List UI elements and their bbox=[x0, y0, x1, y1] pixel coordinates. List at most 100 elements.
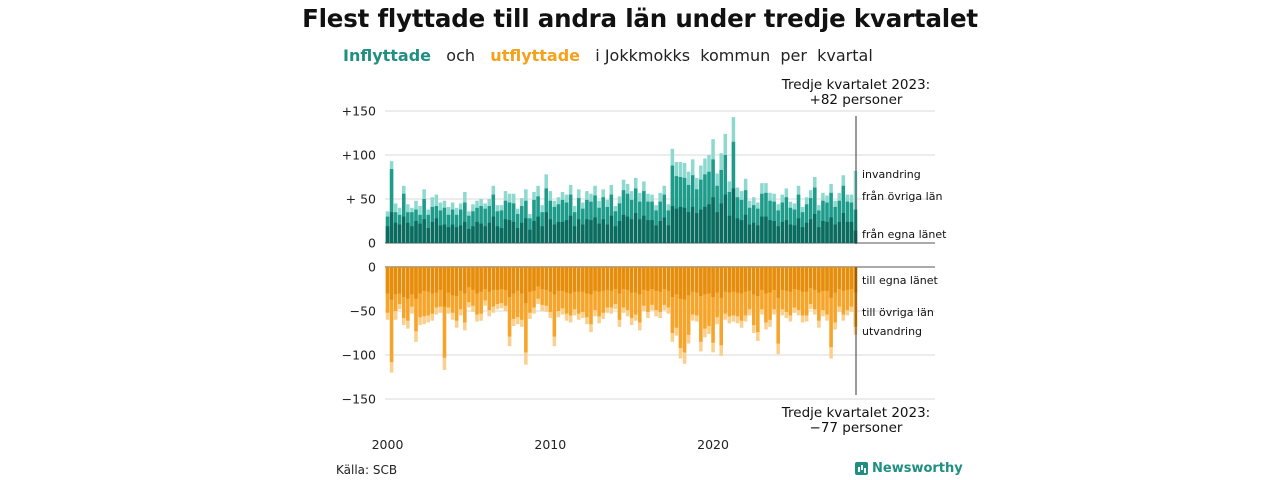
inflow-bar-own-county bbox=[548, 219, 553, 243]
outflow-bar-own-county bbox=[397, 267, 402, 294]
inflow-bar-own-county bbox=[804, 222, 809, 243]
inflow-bar-own-county bbox=[837, 221, 841, 243]
outflow-bar-own-county bbox=[662, 267, 666, 289]
x-tick-label: 2020 bbox=[697, 437, 729, 452]
outflow-bar-own-county bbox=[446, 267, 451, 293]
inflow-bar-other-counties bbox=[817, 210, 821, 243]
inflow-bar-own-county bbox=[503, 219, 508, 243]
outflow-bar-own-county bbox=[389, 267, 394, 300]
source-note: Källa: SCB bbox=[336, 463, 398, 477]
inflow-bar-own-county bbox=[727, 215, 732, 243]
inflow-bar-own-county bbox=[467, 228, 471, 243]
outflow-bar-own-county bbox=[556, 267, 561, 291]
inflow-bar-own-county bbox=[617, 221, 622, 243]
outflow-bar-other-counties bbox=[552, 267, 557, 337]
y-tick-label: −50 bbox=[350, 304, 376, 319]
inflow-bar-own-county bbox=[483, 226, 487, 243]
inflow-bar-own-county bbox=[776, 226, 780, 243]
outflow-bar-own-county bbox=[463, 267, 467, 294]
outflow-bar-other-counties bbox=[524, 267, 528, 353]
outflow-bar-other-counties bbox=[768, 267, 772, 320]
outflow-bar-own-county bbox=[699, 267, 703, 297]
outflow-bar-own-county bbox=[438, 267, 443, 290]
outflow-bar-own-county bbox=[678, 267, 683, 299]
inflow-bar-own-county bbox=[666, 225, 671, 243]
inflow-bar-own-county bbox=[686, 212, 691, 243]
outflow-bar-own-county bbox=[552, 267, 557, 295]
inflow-bar-own-county bbox=[739, 220, 744, 243]
inflow-bar-own-county bbox=[642, 215, 646, 243]
subtitle-inflow-label: Inflyttade bbox=[343, 46, 432, 65]
outflow-bar-own-county bbox=[821, 267, 825, 291]
outflow-bar-own-county bbox=[479, 267, 483, 292]
inflow-bar-own-county bbox=[524, 218, 528, 243]
inflow-bar-own-county bbox=[589, 220, 593, 243]
outflow-bar-own-county bbox=[544, 267, 548, 290]
inflow-bar-own-county bbox=[487, 222, 491, 243]
subtitle-rest: i Jokkmokks kommun per kvartal bbox=[595, 46, 873, 65]
inflow-bar-own-county bbox=[670, 206, 675, 243]
outflow-bar-own-county bbox=[817, 267, 821, 293]
outflow-bar-own-county bbox=[792, 267, 797, 289]
outflow-bar-own-county bbox=[540, 267, 544, 289]
outflow-bar-other-counties bbox=[703, 267, 707, 329]
outflow-bar-other-counties bbox=[515, 267, 520, 318]
outflow-bar-own-county bbox=[589, 267, 593, 295]
inflow-bar-own-county bbox=[426, 228, 430, 243]
outflow-bar-own-county bbox=[568, 267, 573, 294]
inflow-series-label: från övriga län bbox=[862, 190, 942, 203]
inflow-bar-own-county bbox=[564, 220, 569, 243]
inflow-bar-own-county bbox=[540, 226, 544, 243]
outflow-bar-own-county bbox=[674, 267, 679, 295]
outflow-bar-own-county bbox=[450, 267, 455, 296]
outflow-bar-other-counties bbox=[389, 267, 394, 363]
inflow-bar-own-county bbox=[833, 224, 837, 243]
outflow-bar-own-county bbox=[829, 267, 833, 298]
outflow-bar-own-county bbox=[747, 267, 752, 291]
outflow-bar-own-county bbox=[499, 267, 504, 289]
inflow-bar-own-county bbox=[450, 224, 455, 243]
outflow-bar-own-county bbox=[410, 267, 414, 295]
outflow-bar-own-county bbox=[707, 267, 711, 294]
inflow-bar-own-county bbox=[756, 225, 760, 243]
outflow-bar-own-county bbox=[760, 267, 764, 290]
outflow-bar-own-county bbox=[507, 267, 512, 297]
outflow-series-label: till egna länet bbox=[862, 274, 938, 287]
inflow-bar-own-county bbox=[577, 219, 581, 243]
outflow-bar-own-county bbox=[520, 267, 524, 294]
inflow-bar-own-county bbox=[829, 217, 833, 243]
outflow-bar-other-counties bbox=[756, 267, 760, 333]
outflow-bar-own-county bbox=[756, 267, 760, 297]
outflow-bar-own-county bbox=[633, 267, 638, 293]
inflow-bar-own-county bbox=[609, 215, 614, 243]
inflow-bar-own-county bbox=[528, 229, 532, 243]
outflow-bar-own-county bbox=[841, 267, 846, 291]
outflow-bar-own-county bbox=[430, 267, 435, 294]
outflow-bar-own-county bbox=[605, 267, 610, 290]
outflow-bar-own-county bbox=[768, 267, 772, 293]
inflow-bar-own-county bbox=[747, 224, 752, 243]
inflow-bar-own-county bbox=[515, 228, 520, 243]
outflow-bar-own-county bbox=[776, 267, 780, 298]
inflow-bar-own-county bbox=[788, 224, 793, 243]
outflow-bar-own-county bbox=[752, 267, 756, 295]
outflow-bar-own-county bbox=[731, 267, 736, 292]
inflow-bar-own-county bbox=[690, 206, 695, 243]
outflow-bar-own-county bbox=[511, 267, 516, 294]
subtitle-outflow-label: utflyttade bbox=[490, 46, 581, 65]
inflow-bar-own-county bbox=[808, 219, 813, 243]
outflow-bar-own-county bbox=[560, 267, 565, 291]
outflow-bar-own-county bbox=[524, 267, 528, 304]
outflow-bar-own-county bbox=[825, 267, 829, 291]
x-tick-label: 2000 bbox=[372, 437, 404, 452]
inflow-bar-own-county bbox=[735, 218, 740, 243]
inflow-bar-own-county bbox=[593, 217, 597, 243]
inflow-bar-own-county bbox=[430, 221, 435, 243]
inflow-bar-own-county bbox=[454, 227, 459, 243]
outflow-bar-own-county bbox=[719, 267, 723, 298]
outflow-series-label: till övriga län bbox=[862, 306, 934, 319]
outflow-bar-own-county bbox=[784, 267, 789, 291]
outflow-bar-own-county bbox=[475, 267, 479, 294]
outflow-bar-own-county bbox=[621, 267, 626, 289]
